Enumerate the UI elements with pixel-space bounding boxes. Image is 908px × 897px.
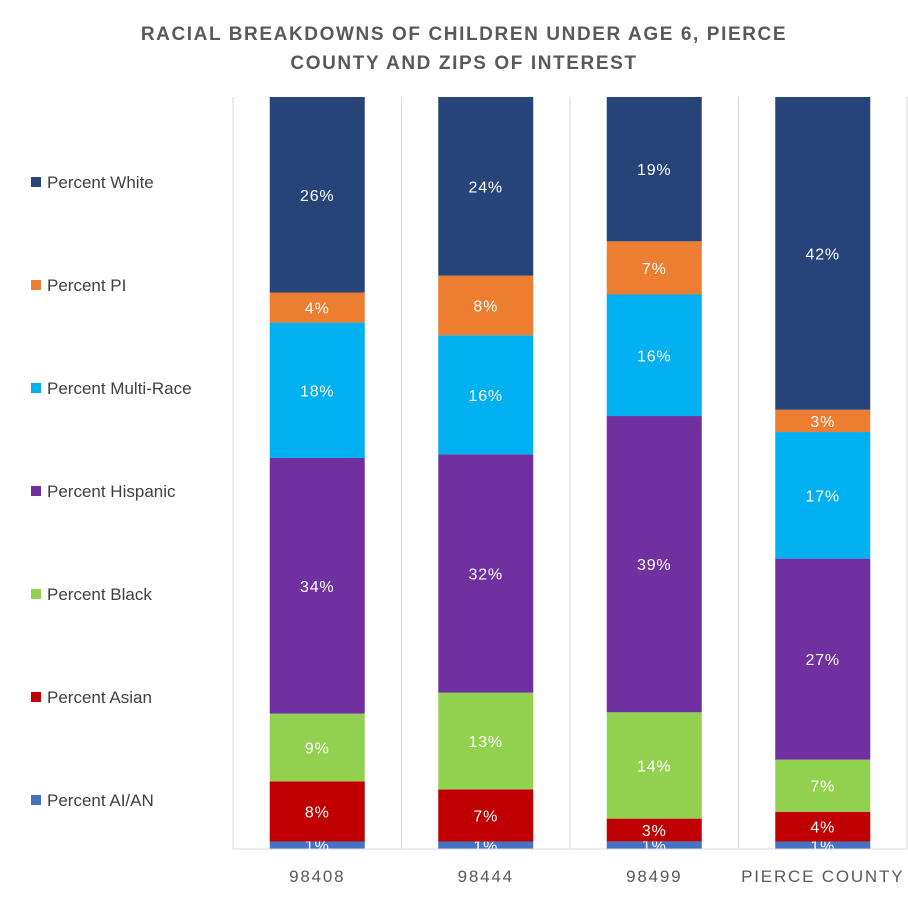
legend-label: Percent Multi-Race — [47, 379, 192, 398]
legend-swatch — [31, 589, 41, 599]
legend-item-percent-ai-an: Percent AI/AN — [31, 791, 154, 810]
bar-stack-pierce-county: 1%4% 7% 27% 17% 3% 42% — [775, 97, 871, 855]
bar-segment-percent-pi-pierce-county — [775, 409, 871, 433]
legend-label: Percent Asian — [47, 688, 152, 707]
data-label-percent-pi-98408: 4% — [305, 301, 330, 318]
bar-segment-percent-black-pierce-county — [775, 759, 871, 812]
data-label-percent-multi-race-98444: 16% — [469, 388, 503, 405]
bar-segment-percent-asian-98408 — [269, 781, 365, 842]
data-label-percent-black-98408: 9% — [305, 740, 330, 757]
legend-swatch — [31, 692, 41, 702]
legend-swatch — [31, 795, 41, 805]
data-label-percent-asian-pierce-county: 4% — [810, 820, 835, 837]
legend-label: Percent PI — [47, 276, 126, 295]
chart-title: RACIAL BREAKDOWNS OF CHILDREN UNDER AGE … — [141, 24, 787, 74]
data-label-percent-hispanic-98408: 34% — [300, 579, 334, 596]
data-label-percent-pi-98444: 8% — [473, 298, 498, 315]
bar-segment-percent-hispanic-98408 — [269, 457, 365, 714]
x-tick-label-98444: 98444 — [458, 867, 514, 886]
legend-swatch — [31, 383, 41, 393]
bar-segment-percent-ai-an-98499 — [606, 841, 702, 849]
data-label-percent-pi-98499: 7% — [642, 261, 667, 278]
legend-item-percent-black: Percent Black — [31, 585, 152, 604]
bar-stack-98408: 1% 8% 9% 34% 18% 4% 26% — [269, 97, 365, 855]
chart-title-line-1: RACIAL BREAKDOWNS OF CHILDREN UNDER AGE … — [141, 24, 787, 45]
bar-segment-percent-ai-an-pierce-county — [775, 841, 871, 849]
x-axis: 98408 98444 98499 PIERCE COUNTY — [233, 848, 907, 886]
legend-label: Percent Black — [47, 585, 152, 604]
bar-segment-percent-hispanic-98499 — [606, 416, 702, 713]
legend-label: Percent White — [47, 173, 154, 192]
data-label-percent-white-pierce-county: 42% — [806, 246, 840, 263]
bar-stack-98444: 1% 7% 13% 32% 16% 8% 24% — [438, 97, 534, 855]
bar-segment-percent-multi-race-98444 — [438, 335, 534, 455]
data-label-percent-hispanic-pierce-county: 27% — [806, 652, 840, 669]
data-label-percent-ai-an-98408: 1% — [305, 838, 330, 855]
bar-segment-percent-hispanic-pierce-county — [775, 558, 871, 760]
bar-segment-percent-white-98444 — [438, 97, 534, 276]
bar-segment-percent-white-98408 — [269, 97, 365, 293]
data-label-percent-white-98499: 19% — [637, 162, 671, 179]
data-label-percent-asian-98444: 7% — [473, 808, 498, 825]
bar-segment-percent-white-98499 — [606, 97, 702, 242]
bar-segment-percent-asian-pierce-county — [775, 811, 871, 842]
data-label-percent-multi-race-98499: 16% — [637, 348, 671, 365]
bar-segment-percent-pi-98408 — [269, 292, 365, 323]
x-tick-label-98499: 98499 — [626, 867, 682, 886]
bar-stack-98499: 1%3% 14% 39% 16% 7% 19% — [606, 97, 702, 855]
bar-segment-percent-hispanic-98444 — [438, 454, 534, 693]
legend-swatch — [31, 486, 41, 496]
bar-segment-percent-pi-98499 — [606, 241, 702, 295]
data-label-percent-white-98408: 26% — [300, 188, 334, 205]
legend-item-percent-hispanic: Percent Hispanic — [31, 482, 176, 501]
data-label-percent-ai-an-98499: 1% — [642, 838, 667, 855]
legend-item-percent-multi-race: Percent Multi-Race — [31, 379, 192, 398]
data-label-percent-multi-race-98408: 18% — [300, 383, 334, 400]
bar-segment-percent-black-98499 — [606, 712, 702, 819]
data-label-percent-multi-race-pierce-county: 17% — [806, 488, 840, 505]
category-dividers — [232, 97, 908, 849]
legend: Percent White Percent PI Percent Multi-Rac… — [31, 173, 192, 810]
x-tick-label-98408: 98408 — [289, 867, 345, 886]
bar-stacks: 1%8%9%34%18%4%26%1%7%13%32%16%8%24%1%3%1… — [269, 97, 871, 855]
legend-item-percent-asian: Percent Asian — [31, 688, 152, 707]
data-label-percent-hispanic-98444: 32% — [469, 567, 503, 584]
legend-label: Percent AI/AN — [47, 791, 154, 810]
data-label-percent-asian-98408: 8% — [305, 804, 330, 821]
legend-swatch — [31, 177, 41, 187]
data-label-percent-ai-an-98444: 1% — [473, 838, 498, 855]
bar-segment-percent-pi-98444 — [438, 275, 534, 336]
data-label-percent-black-98499: 14% — [637, 758, 671, 775]
bar-segment-percent-black-98444 — [438, 692, 534, 790]
bar-segment-percent-asian-98499 — [606, 818, 702, 842]
bar-segment-percent-white-pierce-county — [775, 97, 871, 410]
bar-segment-percent-multi-race-pierce-county — [775, 432, 871, 559]
bar-segment-percent-multi-race-98408 — [269, 322, 365, 458]
legend-swatch — [31, 280, 41, 290]
bar-segment-percent-asian-98444 — [438, 789, 534, 842]
legend-item-percent-white: Percent White — [31, 173, 154, 192]
chart-title-line-2: COUNTY AND ZIPS OF INTEREST — [290, 53, 637, 74]
data-label-percent-hispanic-98499: 39% — [637, 557, 671, 574]
data-label-percent-black-98444: 13% — [469, 734, 503, 751]
data-label-percent-ai-an-pierce-county: 1% — [810, 838, 835, 855]
bar-segment-percent-ai-an-98444 — [438, 841, 534, 849]
bar-segment-percent-multi-race-98499 — [606, 294, 702, 417]
bar-segment-percent-ai-an-98408 — [269, 841, 365, 849]
x-tick-label-pierce-county: PIERCE COUNTY — [741, 867, 904, 886]
data-label-percent-asian-98499: 3% — [642, 823, 667, 840]
legend-label: Percent Hispanic — [47, 482, 176, 501]
legend-item-percent-pi: Percent PI — [31, 276, 126, 295]
bar-segment-percent-black-98408 — [269, 713, 365, 782]
data-label-percent-pi-pierce-county: 3% — [810, 414, 835, 431]
data-label-percent-white-98444: 24% — [469, 179, 503, 196]
data-label-percent-black-pierce-county: 7% — [810, 779, 835, 796]
